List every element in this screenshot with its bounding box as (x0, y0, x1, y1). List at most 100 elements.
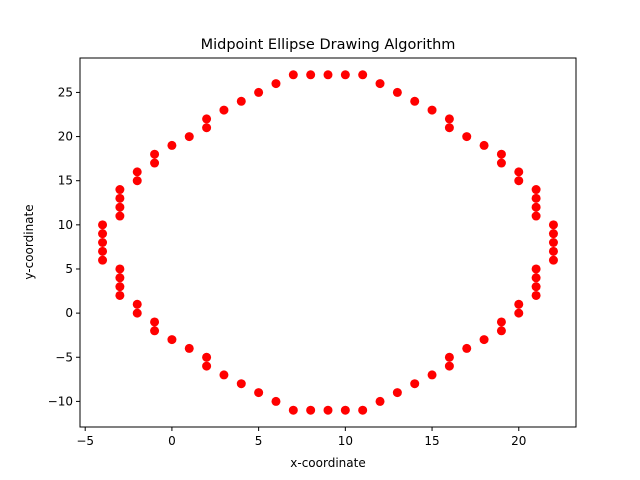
y-tick-label: 25 (58, 85, 73, 99)
y-tick-label: −5 (55, 350, 73, 364)
data-point (115, 211, 125, 221)
data-point (531, 193, 541, 203)
y-tick-label: −10 (48, 394, 73, 408)
data-point (427, 105, 437, 115)
x-tick-label: 20 (511, 434, 526, 448)
data-point (514, 299, 524, 309)
data-point (98, 255, 108, 265)
data-point (514, 308, 524, 318)
data-point (271, 79, 281, 89)
data-point (375, 396, 385, 406)
data-point (98, 229, 108, 239)
data-point (150, 317, 160, 327)
data-point (115, 290, 125, 300)
data-point (202, 352, 212, 362)
y-tick-label: 5 (65, 262, 73, 276)
data-point (115, 282, 125, 292)
data-point (98, 220, 108, 230)
data-point (514, 167, 524, 177)
data-point (219, 105, 229, 115)
y-tick-label: 15 (58, 174, 73, 188)
data-point (531, 202, 541, 212)
x-tick-label: 5 (255, 434, 263, 448)
data-point (479, 140, 489, 150)
y-axis-label: y-coordinate (22, 204, 36, 279)
data-point (548, 229, 558, 239)
data-point (150, 326, 160, 336)
data-point (288, 70, 298, 80)
data-point (115, 264, 125, 274)
plot-area-frame (79, 57, 577, 428)
data-point (115, 193, 125, 203)
data-point (219, 370, 229, 380)
data-point (548, 220, 558, 230)
data-point (115, 202, 125, 212)
data-point (410, 379, 420, 389)
data-point (184, 343, 194, 353)
data-point (496, 317, 506, 327)
data-point (375, 79, 385, 89)
data-point (150, 158, 160, 168)
chart-title: Midpoint Ellipse Drawing Algorithm (201, 37, 456, 53)
data-point (306, 70, 316, 80)
data-point (427, 370, 437, 380)
data-point (358, 70, 368, 80)
x-tick-label: −5 (76, 434, 94, 448)
data-point (392, 87, 402, 97)
data-point (358, 405, 368, 415)
data-point (323, 70, 333, 80)
data-point (132, 308, 142, 318)
data-point (444, 352, 454, 362)
data-point (410, 96, 420, 106)
data-point (531, 264, 541, 274)
data-point (98, 238, 108, 247)
data-point (306, 405, 316, 415)
data-point (254, 87, 264, 97)
data-point (531, 273, 541, 283)
data-point (323, 405, 333, 415)
data-point (202, 114, 212, 124)
data-point (132, 299, 142, 309)
data-point (184, 132, 194, 142)
x-tick-label: 0 (168, 434, 176, 448)
y-tick-label: 0 (65, 306, 73, 320)
data-point (254, 388, 264, 398)
data-point (531, 282, 541, 292)
data-point (444, 123, 454, 133)
data-point (548, 238, 558, 247)
data-point (98, 246, 108, 256)
data-point (514, 176, 524, 186)
data-point (462, 132, 472, 142)
data-point (132, 167, 142, 177)
data-point (202, 361, 212, 371)
data-point (531, 290, 541, 300)
data-point (150, 149, 160, 159)
data-point (479, 335, 489, 345)
data-point (531, 185, 541, 195)
data-point (167, 335, 177, 345)
data-point (236, 96, 246, 106)
data-point (340, 405, 350, 415)
data-points (98, 70, 558, 415)
x-axis-label: x-coordinate (290, 456, 365, 470)
x-axis-ticks: −5 0 5 10 15 20 (76, 427, 526, 448)
data-point (392, 388, 402, 398)
data-point (132, 176, 142, 186)
data-point (115, 273, 125, 283)
data-point (444, 361, 454, 371)
data-point (462, 343, 472, 353)
x-tick-label: 10 (338, 434, 353, 448)
data-point (271, 396, 281, 406)
y-tick-label: 20 (58, 130, 73, 144)
data-point (496, 326, 506, 336)
data-point (496, 149, 506, 159)
data-point (496, 158, 506, 168)
data-point (115, 185, 125, 195)
data-point (236, 379, 246, 389)
data-point (548, 255, 558, 265)
data-point (444, 114, 454, 124)
data-point (167, 140, 177, 150)
data-point (288, 405, 298, 415)
data-point (531, 211, 541, 221)
